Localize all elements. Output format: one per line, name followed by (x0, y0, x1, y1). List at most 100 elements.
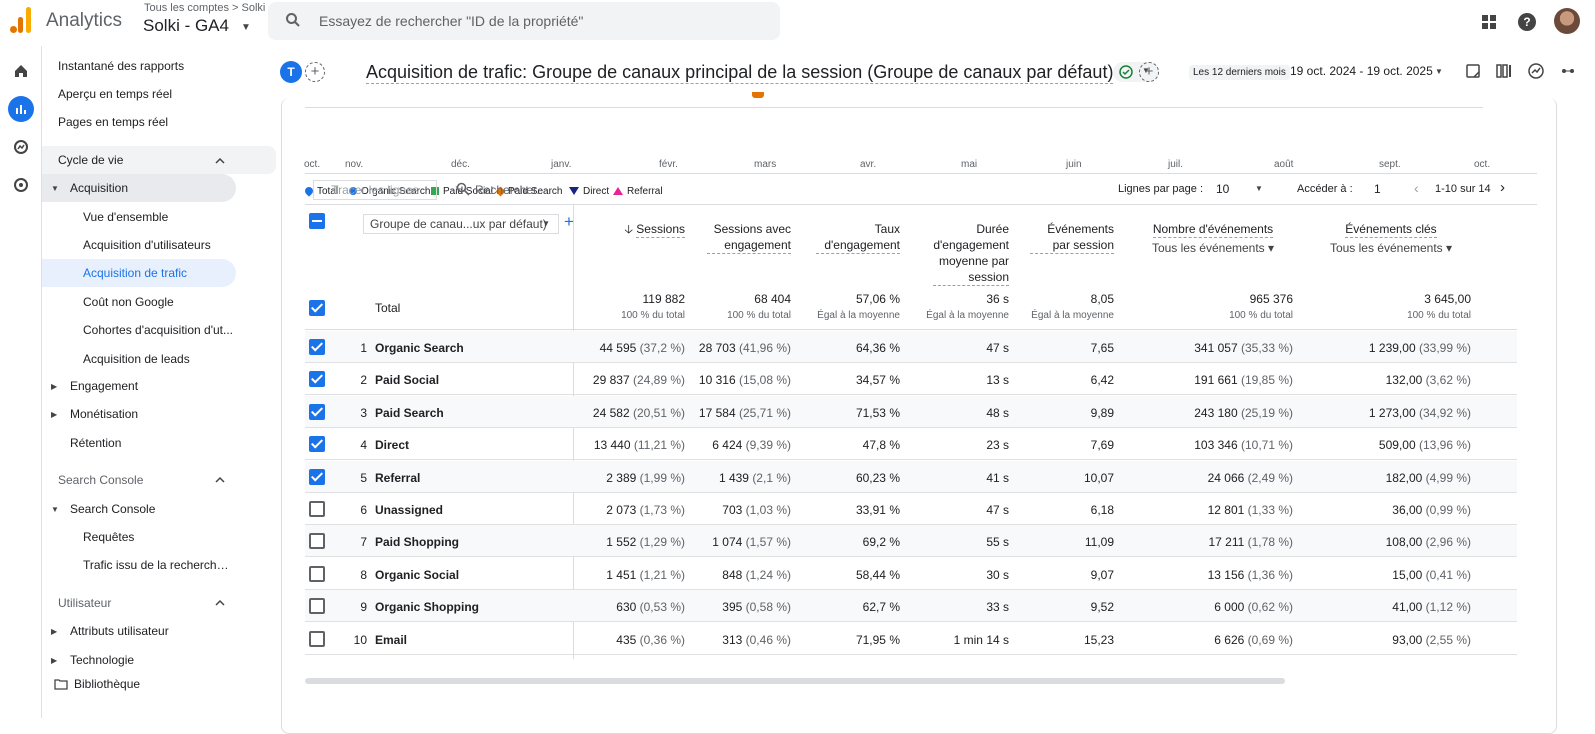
column-header[interactable]: Sessions avec engagement (681, 221, 791, 254)
lifecycle-header[interactable]: Cycle de vie (42, 146, 276, 174)
caret-down-icon[interactable]: ▼ (1255, 184, 1263, 193)
column-header[interactable]: Événements clés Tous les événements ▾ (1311, 221, 1471, 256)
channel-name[interactable]: Referral (375, 470, 421, 485)
add-card-icon[interactable]: + (1139, 62, 1159, 82)
sidebar-item-acquisition-cohorts[interactable]: Cohortes d'acquisition d'ut... (83, 323, 233, 337)
channel-name[interactable]: Paid Search (375, 405, 444, 420)
sidebar-item-retention[interactable]: Rétention (70, 436, 122, 450)
channel-name[interactable]: Organic Shopping (375, 600, 479, 615)
sidebar-item-overview[interactable]: Vue d'ensemble (83, 210, 169, 224)
column-header[interactable]: Durée d'engagement moyenne par session (899, 221, 1009, 286)
row-checkbox[interactable] (309, 436, 325, 453)
legend-item[interactable]: Direct (569, 186, 609, 197)
goto-input[interactable]: 1 (1374, 182, 1381, 196)
search-bar[interactable]: Essayez de rechercher "ID de la propriét… (268, 2, 780, 40)
plot-rows-button[interactable]: Tracer les lignes (313, 180, 437, 200)
table-row[interactable]: 10 Email 435 (0,36 %) 313 (0,46 %) 71,95 % 1 … (305, 623, 1517, 655)
column-header[interactable]: Taux d'engagement (790, 221, 900, 254)
legend-item[interactable]: Paid Social (431, 186, 493, 197)
table-row[interactable]: 6 Unassigned 2 073 (1,73 %) 703 (1,03 %) 33,… (305, 493, 1517, 525)
column-header[interactable]: 🡣 Sessions (575, 221, 685, 238)
row-checkbox[interactable] (309, 630, 325, 647)
caret-down-icon[interactable]: ▾ (1264, 241, 1275, 255)
sidebar-item-realtime[interactable]: Aperçu en temps réel (58, 87, 173, 101)
share-icon[interactable] (1559, 62, 1577, 80)
table-row[interactable]: 5 Referral 2 389 (1,99 %) 1 439 (2,1 %) 60,2… (305, 460, 1517, 493)
row-checkbox[interactable] (309, 339, 325, 355)
chevron-up-icon[interactable] (215, 598, 225, 608)
sidebar-item-acquisition[interactable]: Acquisition (42, 174, 236, 202)
edit-report-icon[interactable] (1464, 62, 1482, 80)
next-page-icon[interactable]: › (1500, 179, 1505, 196)
sidebar-item-search-console[interactable]: Search Console (70, 502, 156, 516)
user-avatar[interactable] (1554, 8, 1580, 34)
row-checkbox[interactable] (309, 371, 325, 388)
sidebar-item-engagement[interactable]: Engagement (70, 379, 139, 393)
sidebar-item-snapshot[interactable]: Instantané des rapports (58, 59, 185, 73)
event-filter-select[interactable]: Tous les événements (1329, 241, 1443, 255)
sidebar-item-non-google-cost[interactable]: Coût non Google (83, 295, 174, 309)
explore-icon[interactable] (8, 134, 34, 160)
advertising-icon[interactable] (8, 172, 34, 198)
rows-per-page-select[interactable]: 10 (1216, 182, 1230, 196)
table-row[interactable]: 8 Organic Social 1 451 (1,21 %) 848 (1,24 %… (305, 558, 1517, 590)
report-title[interactable]: Acquisition de trafic: Groupe de canaux … (366, 62, 1114, 84)
row-checkbox[interactable] (309, 565, 325, 582)
customize-icon[interactable] (1495, 62, 1513, 80)
channel-name[interactable]: Unassigned (375, 503, 444, 517)
reports-icon[interactable] (8, 96, 34, 122)
table-row[interactable]: 1 Organic Search 44 595 (37,2 %) 28 703 (41… (305, 331, 1517, 363)
row-checkbox[interactable] (309, 501, 325, 517)
add-comparison-icon[interactable]: + (305, 62, 325, 82)
search-console-header[interactable]: Search Console (58, 473, 144, 487)
insights-icon[interactable] (1527, 62, 1545, 80)
app-name[interactable]: Analytics (46, 10, 123, 31)
sidebar-item-queries[interactable]: Requêtes (83, 530, 135, 544)
column-header[interactable]: Nombre d'événements Tous les événements ▾ (1133, 221, 1293, 256)
legend-item[interactable]: Referral (613, 186, 663, 197)
account-breadcrumb[interactable]: Tous les comptes > Solki (144, 2, 266, 14)
horizontal-scrollbar[interactable] (305, 678, 1285, 684)
totals-checkbox[interactable] (309, 300, 325, 316)
legend-item[interactable]: Organic Search (349, 186, 430, 197)
sidebar-item-lead-acquisition[interactable]: Acquisition de leads (83, 352, 190, 366)
date-caret-icon[interactable]: ▼ (1435, 67, 1443, 76)
sidebar-item-traffic-acquisition[interactable]: Acquisition de trafic (42, 259, 236, 287)
home-icon[interactable] (8, 58, 34, 84)
legend-item[interactable]: Total (303, 185, 338, 198)
dimension-selector[interactable]: Groupe de canau...ux par défaut) ▼ (363, 214, 559, 234)
sidebar-item-realtime-pages[interactable]: Pages en temps réel (58, 115, 169, 129)
select-all-checkbox[interactable] (309, 213, 325, 229)
date-range-value[interactable]: 19 oct. 2024 - 19 oct. 2025 (1290, 64, 1433, 78)
prev-page-icon[interactable]: ‹ (1414, 180, 1419, 196)
column-header[interactable]: Événements par session (1004, 221, 1114, 254)
sidebar-item-library[interactable]: Bibliothèque (74, 677, 141, 691)
analytics-logo-icon[interactable] (10, 7, 34, 33)
add-dimension-icon[interactable]: + (564, 212, 574, 231)
table-row[interactable]: 2 Paid Social 29 837 (24,89 %) 10 316 (15,0… (305, 363, 1517, 396)
help-icon[interactable]: ? (1516, 11, 1538, 33)
chevron-up-icon[interactable] (215, 156, 225, 166)
channel-name[interactable]: Paid Social (375, 373, 440, 388)
channel-name[interactable]: Organic Social (375, 567, 460, 582)
account-caret-icon[interactable]: ▼ (241, 22, 251, 33)
sidebar-item-user-acquisition[interactable]: Acquisition d'utilisateurs (83, 238, 211, 252)
sidebar-item-user-attributes[interactable]: Attributs utilisateur (70, 624, 169, 638)
legend-item[interactable]: Paid Search (495, 186, 562, 197)
channel-name[interactable]: Paid Shopping (375, 535, 459, 550)
apps-grid-icon[interactable] (1478, 11, 1500, 33)
table-row[interactable]: 9 Organic Shopping 630 (0,53 %) 395 (0,58 %… (305, 590, 1517, 623)
sidebar-item-monetisation[interactable]: Monétisation (70, 407, 139, 421)
table-search-input[interactable]: Rechercher... (475, 183, 547, 197)
account-selector[interactable]: Solki - GA4 (143, 16, 229, 35)
event-filter-select[interactable]: Tous les événements (1151, 241, 1265, 255)
sort-desc-icon[interactable]: 🡣 (624, 222, 637, 236)
channel-name[interactable]: Email (375, 632, 408, 647)
table-row[interactable]: 3 Paid Search 24 582 (20,51 %) 17 584 (25,7… (305, 395, 1517, 428)
sidebar-item-search-traffic[interactable]: Trafic issu de la recherche ... (83, 558, 235, 572)
chevron-up-icon[interactable] (215, 475, 225, 485)
date-range-label[interactable]: Les 12 derniers mois (1189, 65, 1290, 80)
row-checkbox[interactable] (309, 468, 325, 485)
table-row[interactable]: 4 Direct 13 440 (11,21 %) 6 424 (9,39 %) 47,… (305, 428, 1517, 461)
row-checkbox[interactable] (309, 598, 325, 615)
